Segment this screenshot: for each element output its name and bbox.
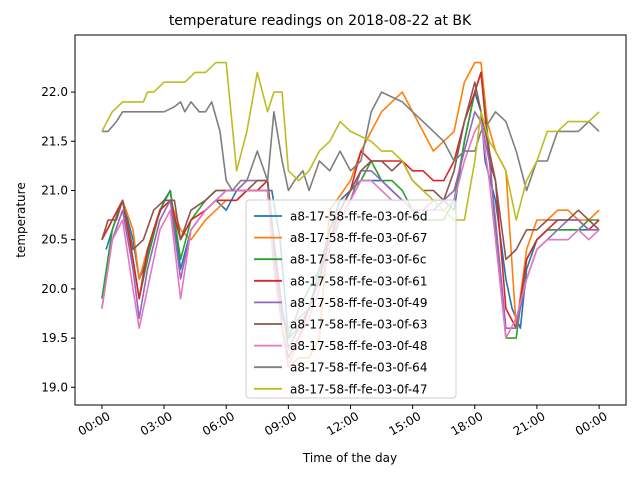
legend-label-1: a8-17-58-ff-fe-03-0f-67 xyxy=(290,231,427,245)
series-line-8 xyxy=(101,61,600,221)
y-tick-label: 22.0 xyxy=(41,85,68,99)
y-tick-label: 20.0 xyxy=(41,282,68,296)
y-tick-label: 19.0 xyxy=(41,380,68,394)
y-axis-ticks: 19.0 19.5 20.0 20.5 21.0 21.5 22.0 xyxy=(41,85,75,394)
legend-label-4: a8-17-58-ff-fe-03-0f-49 xyxy=(290,296,427,310)
y-tick-label: 21.0 xyxy=(41,183,68,197)
y-tick-label: 20.5 xyxy=(41,233,68,247)
y-tick-label: 19.5 xyxy=(41,331,68,345)
series-line-7 xyxy=(101,91,600,192)
legend-entries: a8-17-58-ff-fe-03-0f-6d a8-17-58-ff-fe-03… xyxy=(254,210,427,396)
legend-box xyxy=(245,199,457,399)
legend-label-8: a8-17-58-ff-fe-03-0f-47 xyxy=(290,382,427,396)
chart-title: temperature readings on 2018-08-22 at BK xyxy=(169,13,472,29)
legend-label-6: a8-17-58-ff-fe-03-0f-48 xyxy=(290,339,427,353)
legend: a8-17-58-ff-fe-03-0f-6d a8-17-58-ff-fe-03… xyxy=(245,199,457,399)
y-axis-label: temperature xyxy=(14,182,28,257)
legend-label-2: a8-17-58-ff-fe-03-0f-6c xyxy=(290,253,426,267)
y-tick-label: 21.5 xyxy=(41,134,68,148)
legend-label-7: a8-17-58-ff-fe-03-0f-64 xyxy=(290,361,427,375)
legend-label-3: a8-17-58-ff-fe-03-0f-61 xyxy=(290,274,427,288)
x-axis-label: Time of the day xyxy=(302,451,397,465)
legend-label-0: a8-17-58-ff-fe-03-0f-6d xyxy=(290,210,427,224)
legend-label-5: a8-17-58-ff-fe-03-0f-63 xyxy=(290,318,427,332)
